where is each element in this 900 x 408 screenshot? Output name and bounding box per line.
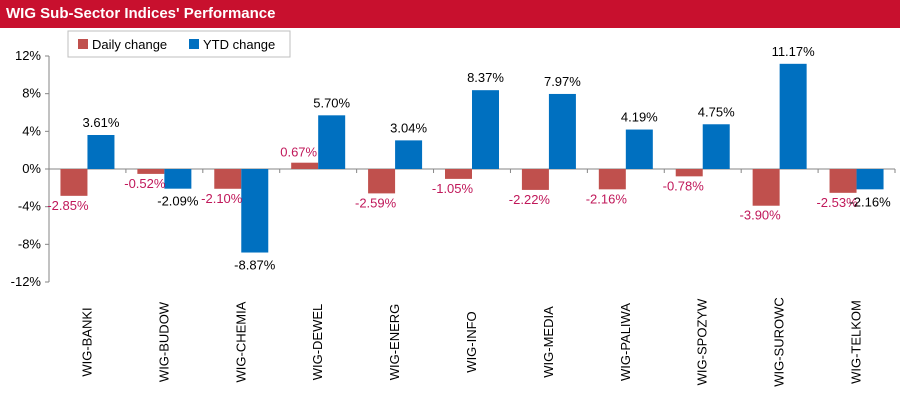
ytd-change-bar: [241, 169, 269, 253]
daily-change-label: -2.53%: [816, 195, 858, 210]
category-label: WIG-MEDIA: [541, 306, 556, 378]
ytd-change-label: -2.16%: [849, 194, 891, 209]
ytd-change-label: 5.70%: [313, 95, 350, 110]
daily-change-label: -2.16%: [586, 191, 628, 206]
daily-change-bar: [368, 169, 396, 194]
y-tick-label: -4%: [18, 199, 42, 214]
data-labels: -2.85% 3.61% -0.52% -2.09% -2.10% -8.87% 0.67%…: [47, 44, 891, 273]
daily-change-bar: [521, 169, 549, 190]
ytd-change-bar: [87, 135, 115, 169]
ytd-change-label: 3.61%: [83, 115, 120, 130]
y-tick-label: 12%: [15, 48, 41, 63]
category-label: WIG-BUDOW: [156, 301, 171, 382]
daily-change-bar: [291, 162, 319, 169]
ytd-change-bar: [856, 169, 884, 190]
legend-swatch-daily: [78, 39, 88, 49]
legend: Daily change YTD change: [67, 30, 291, 58]
ytd-change-label: 11.17%: [772, 44, 816, 59]
daily-change-label: -3.90%: [740, 208, 782, 223]
bars: [60, 63, 884, 253]
daily-change-bar: [829, 169, 857, 193]
daily-change-label: -2.22%: [509, 192, 551, 207]
chart-header: WIG Sub-Sector Indices' Performance: [0, 0, 900, 28]
category-label: WIG-BANKI: [79, 307, 94, 376]
daily-change-bar: [60, 169, 88, 196]
daily-change-label: -2.59%: [355, 195, 397, 210]
daily-change-bar: [214, 169, 242, 189]
y-tick-label: 8%: [22, 86, 41, 101]
legend-swatch-ytd: [189, 39, 199, 49]
ytd-change-label: 3.04%: [390, 120, 427, 135]
daily-change-label: -2.85%: [47, 198, 89, 213]
ytd-change-bar: [164, 169, 192, 189]
daily-change-label: -1.05%: [432, 181, 474, 196]
category-label: WIG-DEWEL: [310, 304, 325, 381]
ytd-change-bar: [548, 93, 576, 169]
ytd-change-bar: [395, 140, 423, 169]
ytd-change-bar: [702, 124, 730, 169]
legend-label-daily: Daily change: [92, 37, 167, 52]
category-label: WIG-ENERG: [387, 304, 402, 381]
ytd-change-label: 4.19%: [621, 110, 658, 125]
y-tick-label: -12%: [11, 274, 42, 289]
ytd-change-label: -8.87%: [234, 258, 276, 273]
daily-change-bar: [752, 169, 780, 206]
ytd-change-bar: [318, 115, 346, 169]
daily-change-bar: [445, 169, 472, 179]
daily-change-bar: [598, 169, 626, 190]
legend-box: [67, 30, 291, 58]
ytd-change-bar: [472, 90, 499, 169]
category-label: WIG-CHEMIA: [233, 301, 248, 382]
category-label: WIG-PALIWA: [618, 303, 633, 381]
y-tick-label: -8%: [18, 236, 42, 251]
ytd-change-label: 4.75%: [698, 104, 735, 119]
ytd-change-label: -2.09%: [157, 194, 199, 209]
daily-change-bar: [137, 169, 165, 174]
category-label: WIG-TELKOM: [849, 300, 864, 384]
legend-label-ytd: YTD change: [203, 37, 275, 52]
ytd-change-label: 8.37%: [467, 70, 504, 85]
daily-change-label: -0.78%: [663, 178, 705, 193]
ytd-change-bar: [625, 129, 653, 169]
ytd-change-bar: [779, 63, 807, 169]
category-label: WIG-INFO: [464, 311, 479, 372]
daily-change-label: -0.52%: [124, 176, 166, 191]
daily-change-bar: [675, 169, 703, 177]
daily-change-label: -2.10%: [201, 191, 243, 206]
category-label: WIG-SPOZYW: [695, 298, 710, 385]
y-tick-label: 4%: [22, 123, 41, 138]
category-label: WIG-SUROWC: [772, 297, 787, 387]
daily-change-label: 0.67%: [280, 145, 317, 160]
y-tick-label: 0%: [22, 161, 41, 176]
chart-title: WIG Sub-Sector Indices' Performance: [6, 5, 276, 22]
ytd-change-label: 7.97%: [544, 74, 581, 89]
